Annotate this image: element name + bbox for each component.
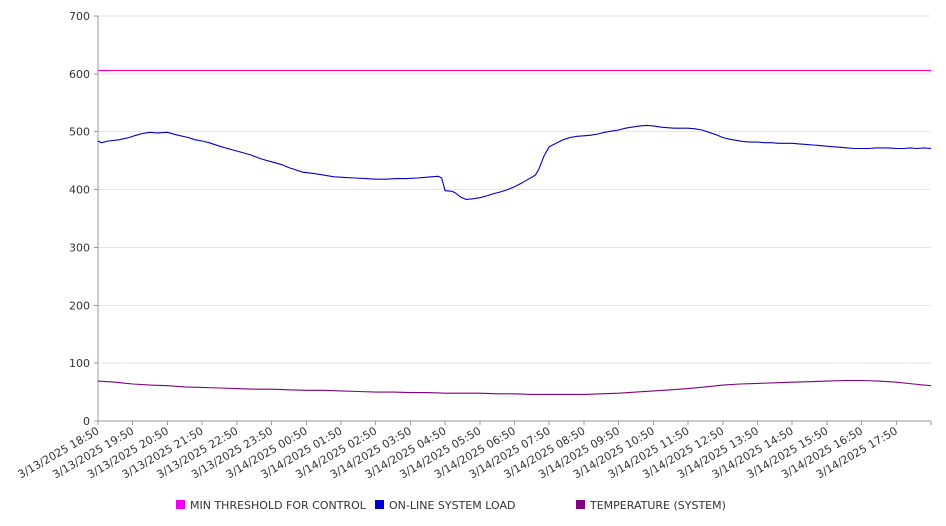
grid-layer	[98, 15, 931, 422]
legend-swatch	[176, 500, 185, 509]
legend-swatch	[576, 500, 585, 509]
y-tick-label: 600	[69, 68, 90, 81]
legend-label: ON-LINE SYSTEM LOAD	[389, 499, 515, 512]
y-tick-label: 500	[69, 126, 90, 139]
axis-layer: 0 100 200 300 400 500 600 700	[69, 10, 932, 428]
y-tick-label: 100	[69, 357, 90, 370]
series-line-on-line-system-load	[97, 124, 932, 200]
series-line-temperature-system	[97, 379, 932, 395]
series-layer	[97, 69, 932, 395]
y-tick-label: 200	[69, 299, 90, 312]
legend-swatch	[375, 500, 384, 509]
y-tick-label: 400	[69, 184, 90, 197]
legend-label: TEMPERATURE (SYSTEM)	[589, 499, 726, 512]
y-tick-label: 700	[69, 10, 90, 23]
x-tick-labels: 3/13/2025 18:503/13/2025 19:503/13/2025 …	[16, 424, 900, 481]
y-tick-label: 0	[83, 415, 90, 428]
legend: MIN THRESHOLD FOR CONTROL ON-LINE SYSTEM …	[176, 499, 726, 512]
legend-label: MIN THRESHOLD FOR CONTROL	[190, 499, 367, 512]
y-tick-label: 300	[69, 241, 90, 254]
